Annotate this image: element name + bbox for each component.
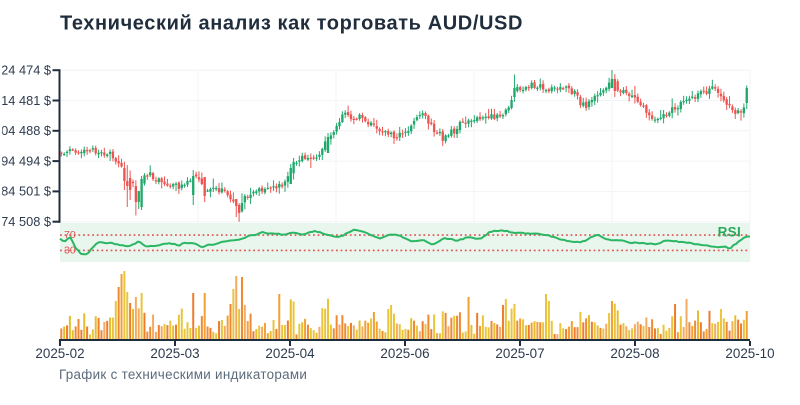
svg-text:График с техническими индикато: График с техническими индикаторами [59, 367, 307, 382]
svg-text:Технический анализ как торгова: Технический анализ как торговать AUD/USD [60, 13, 523, 35]
svg-text:2025-02: 2025-02 [35, 346, 84, 361]
svg-text:70: 70 [64, 229, 76, 241]
svg-text:104 488 $: 104 488 $ [0, 123, 51, 138]
svg-text:74 508 $: 74 508 $ [1, 214, 51, 229]
svg-text:2025-04: 2025-04 [265, 346, 315, 361]
svg-text:84 501 $: 84 501 $ [1, 184, 51, 199]
svg-text:124 474 $: 124 474 $ [0, 63, 51, 78]
svg-text:114 481 $: 114 481 $ [0, 93, 51, 108]
svg-text:2025-10: 2025-10 [725, 346, 774, 361]
svg-text:RSI: RSI [718, 225, 741, 240]
svg-text:2025-07: 2025-07 [495, 346, 544, 361]
svg-text:94 494 $: 94 494 $ [1, 153, 51, 168]
svg-text:2025-06: 2025-06 [380, 346, 429, 361]
svg-text:2025-03: 2025-03 [150, 346, 199, 361]
svg-text:2025-08: 2025-08 [610, 346, 659, 361]
svg-text:30: 30 [64, 244, 76, 256]
